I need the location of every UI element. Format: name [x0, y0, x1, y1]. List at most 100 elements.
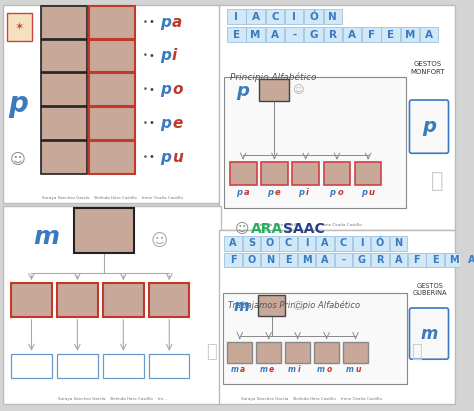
Bar [89, 73, 135, 106]
Text: F: F [368, 30, 375, 40]
Bar [298, 253, 315, 267]
Text: ☺: ☺ [235, 222, 249, 236]
Bar [420, 27, 438, 42]
Text: •: • [143, 153, 148, 162]
Text: m: m [420, 325, 438, 343]
Text: E: E [387, 30, 394, 40]
Text: A: A [425, 30, 433, 40]
Text: ✊: ✊ [431, 171, 443, 191]
Text: p: p [237, 82, 249, 100]
Bar [224, 77, 406, 208]
Text: Ó: Ó [376, 238, 384, 248]
Bar [224, 236, 242, 251]
Bar [463, 253, 474, 267]
Text: ✶: ✶ [15, 22, 24, 32]
Bar [266, 9, 284, 24]
Bar [41, 39, 87, 72]
Text: ✊: ✊ [207, 343, 218, 361]
Bar [3, 206, 221, 404]
Text: •: • [149, 118, 158, 129]
Bar [89, 39, 135, 72]
Bar [371, 236, 389, 251]
Text: m: m [317, 365, 325, 374]
Bar [427, 253, 444, 267]
Text: p: p [298, 188, 304, 197]
Text: p: p [161, 150, 172, 165]
Bar [219, 5, 456, 230]
Text: A: A [321, 255, 328, 265]
Bar [390, 253, 407, 267]
Text: o: o [172, 82, 182, 97]
Bar [355, 162, 382, 185]
Bar [445, 253, 462, 267]
Text: o: o [337, 188, 343, 197]
Text: p: p [236, 188, 242, 197]
Text: A: A [468, 255, 474, 265]
Bar [324, 162, 350, 185]
Text: m: m [346, 365, 354, 374]
Text: C: C [284, 238, 292, 248]
Text: Belinda Haro Castillo                 Irene Ocaña Castillo: Belinda Haro Castillo Irene Ocaña Castil… [257, 223, 362, 227]
Text: •: • [143, 85, 148, 94]
Bar [316, 253, 334, 267]
Text: •: • [143, 119, 148, 128]
Bar [335, 253, 352, 267]
Text: p: p [161, 82, 172, 97]
Bar [149, 283, 190, 317]
Text: C: C [271, 12, 279, 22]
Text: Principio Alfabético: Principio Alfabético [230, 72, 317, 82]
Text: •: • [143, 18, 148, 27]
Text: G: G [358, 255, 366, 265]
Bar [224, 253, 242, 267]
Text: e: e [172, 116, 182, 131]
Text: GESTOS
GUBERINA: GESTOS GUBERINA [413, 282, 447, 296]
Text: a: a [244, 188, 249, 197]
Text: p: p [422, 117, 436, 136]
Bar [408, 253, 426, 267]
Bar [266, 27, 284, 42]
Bar [353, 253, 371, 267]
Text: C: C [340, 238, 347, 248]
Bar [261, 162, 288, 185]
Bar [343, 342, 368, 363]
Text: ☺: ☺ [10, 152, 26, 167]
Text: p: p [161, 116, 172, 131]
Bar [256, 342, 282, 363]
Text: e: e [275, 188, 281, 197]
Text: M: M [302, 255, 311, 265]
Text: ☺: ☺ [292, 300, 302, 310]
Text: e: e [269, 365, 274, 374]
Bar [280, 236, 297, 251]
Bar [285, 27, 303, 42]
Text: S: S [248, 238, 255, 248]
Bar [89, 107, 135, 140]
Text: I: I [305, 238, 309, 248]
Bar [314, 342, 339, 363]
Text: i: i [306, 188, 309, 197]
Bar [362, 27, 381, 42]
Text: ☺: ☺ [150, 232, 168, 250]
Text: M: M [405, 30, 415, 40]
Text: m: m [288, 365, 296, 374]
Bar [41, 107, 87, 140]
Text: p: p [161, 48, 172, 63]
Text: G: G [309, 30, 318, 40]
Bar [343, 27, 361, 42]
FancyBboxPatch shape [410, 308, 448, 359]
Text: •: • [149, 85, 158, 95]
Text: A: A [271, 30, 279, 40]
Text: a: a [240, 365, 246, 374]
Bar [304, 9, 323, 24]
Text: E: E [233, 30, 240, 40]
Text: p: p [361, 188, 367, 197]
Bar [223, 293, 407, 384]
Text: Ó: Ó [309, 12, 318, 22]
Bar [285, 342, 310, 363]
Bar [304, 27, 323, 42]
Text: A: A [229, 238, 237, 248]
Text: -: - [341, 255, 346, 265]
Text: Soraya Sánchez García    Belinda Haro Castillo    Irene Ocaña Castillo: Soraya Sánchez García Belinda Haro Casti… [241, 397, 383, 401]
Text: R: R [376, 255, 384, 265]
Text: A: A [321, 238, 328, 248]
Bar [11, 283, 52, 317]
